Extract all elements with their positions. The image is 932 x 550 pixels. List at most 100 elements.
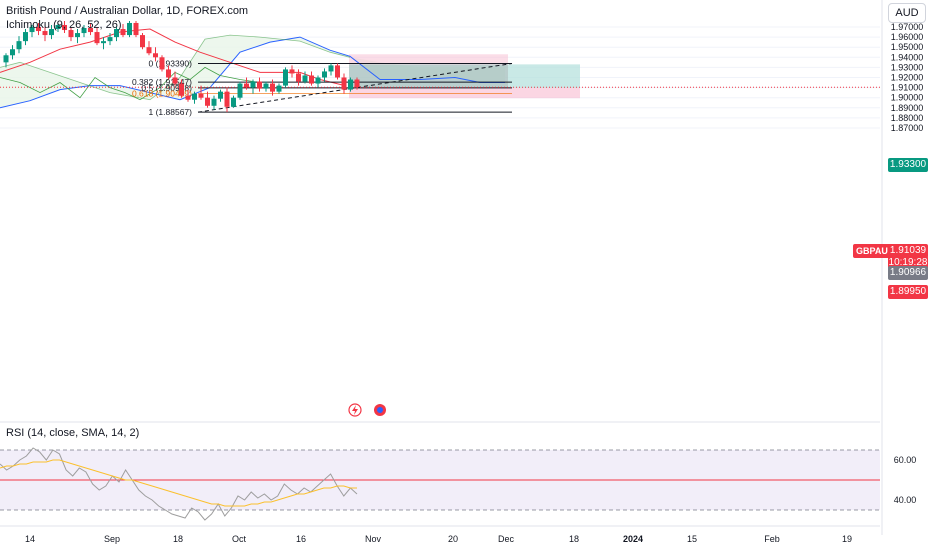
position-loss-zone[interactable]: [349, 87, 580, 99]
fib-level-label: 0.618 (1.90409): [132, 89, 192, 99]
time-axis-label: 16: [296, 534, 306, 544]
candle-body: [81, 28, 87, 34]
earnings-event-inner-icon: [377, 407, 383, 413]
candle-body: [101, 41, 106, 44]
indicator-legend[interactable]: Ichimoku (9, 26, 52, 26): [6, 19, 122, 31]
candle-body: [16, 41, 22, 50]
fib-level-label: 0 (1.93390): [149, 58, 193, 68]
candle-body: [23, 32, 28, 42]
candle-body: [107, 37, 113, 42]
candle-body: [335, 65, 340, 78]
position-upper-zone: [349, 54, 508, 65]
candle-body: [341, 77, 347, 90]
candle-body: [94, 32, 100, 44]
candle-body: [244, 83, 249, 88]
candle-body: [120, 29, 126, 36]
price-axis-label: 1.90000: [891, 93, 924, 103]
candle-body: [309, 75, 314, 84]
time-axis-label: 19: [842, 534, 852, 544]
kumo-fill: [0, 35, 505, 108]
candle-body: [10, 49, 15, 56]
candle-body: [224, 91, 230, 107]
candle-body: [263, 83, 269, 89]
price-axis-label: 1.89000: [891, 103, 924, 113]
price-axis-label: 1.88000: [891, 113, 924, 123]
candle-body: [179, 83, 184, 96]
candle-body: [276, 85, 282, 92]
candle-body: [211, 98, 217, 106]
candle-body: [192, 93, 197, 100]
rsi-pane: [0, 421, 880, 521]
event-icons[interactable]: [348, 403, 386, 417]
candle-body: [114, 29, 119, 38]
stop-price-tag: 1.89950: [888, 285, 928, 299]
candle-body: [302, 75, 308, 82]
target-price-tag: 1.93300: [888, 158, 928, 172]
candle-body: [88, 28, 93, 33]
candle-body: [218, 91, 223, 99]
time-axis-label: Sep: [104, 534, 120, 544]
fib-trend-line: [197, 62, 513, 113]
candle-body: [153, 53, 158, 58]
candle-body: [283, 69, 288, 86]
current-price-tag: 1.91039: [888, 244, 928, 258]
rsi-legend[interactable]: RSI (14, close, SMA, 14, 2): [6, 427, 140, 439]
candle-body: [257, 81, 262, 89]
candle-body: [296, 73, 301, 82]
senkou-span-a: [0, 34, 351, 101]
candle-body: [348, 79, 353, 90]
candle-body: [49, 29, 54, 36]
time-axis-label: 18: [569, 534, 579, 544]
candle-body: [146, 47, 152, 54]
time-axis-label: 18: [173, 534, 183, 544]
ichimoku-cloud: [0, 35, 505, 108]
axes: 1.970001.960001.950001.940001.930001.920…: [0, 0, 923, 544]
candle-body: [315, 77, 321, 84]
price-axis-label: 1.91000: [891, 83, 924, 93]
candle-body: [127, 22, 132, 36]
kijun-sen: [0, 28, 346, 87]
candle-body: [172, 77, 178, 84]
candle-body: [62, 24, 67, 31]
candle-body: [270, 83, 275, 92]
fibonacci-retracement[interactable]: 0 (1.93390) 0.382 (1.91547)0.5 (1.90978)0…: [132, 58, 513, 117]
price-axis-label: 1.94000: [891, 52, 924, 62]
candle-body: [205, 97, 210, 106]
long-position-tool[interactable]: [349, 54, 580, 99]
candle-body: [29, 27, 35, 33]
time-axis-label: Feb: [764, 534, 780, 544]
symbol-tag: GBPAUD: [853, 244, 898, 258]
candle-body: [159, 57, 165, 70]
candle-body: [231, 97, 236, 107]
price-axis-label: 1.87000: [891, 123, 924, 133]
chart-title: British Pound / Australian Dollar, 1D, F…: [6, 5, 249, 17]
price-axis-label: 1.97000: [891, 22, 924, 32]
candle-body: [42, 31, 48, 36]
candle-body: [328, 65, 334, 72]
time-axis-label: 2024: [623, 534, 643, 544]
candle-body: [166, 69, 171, 78]
candles: [3, 20, 360, 113]
candle-body: [133, 22, 139, 36]
line-price-tag: 1.90966: [888, 266, 928, 280]
time-axis-label: 15: [687, 534, 697, 544]
candle-body: [198, 93, 204, 98]
candle-body: [75, 33, 80, 38]
chikou-span: [0, 66, 261, 101]
candle-body: [237, 83, 243, 98]
fib-level-label: 0.5 (1.90978): [141, 83, 192, 93]
candle-body: [289, 69, 295, 74]
candle-body: [68, 30, 74, 38]
flash-bolt-icon: [352, 405, 358, 415]
time-axis-label: Dec: [498, 534, 515, 544]
ichimoku-lines: [0, 28, 505, 109]
rsi-ma-line: [0, 459, 357, 507]
price-axis-label: 1.96000: [891, 32, 924, 42]
currency-button[interactable]: AUD: [888, 3, 926, 23]
candle-body: [3, 55, 9, 63]
price-axis-label: 1.95000: [891, 42, 924, 52]
candle-body: [36, 27, 41, 32]
candle-body: [322, 71, 327, 78]
time-axis-label: 20: [448, 534, 458, 544]
